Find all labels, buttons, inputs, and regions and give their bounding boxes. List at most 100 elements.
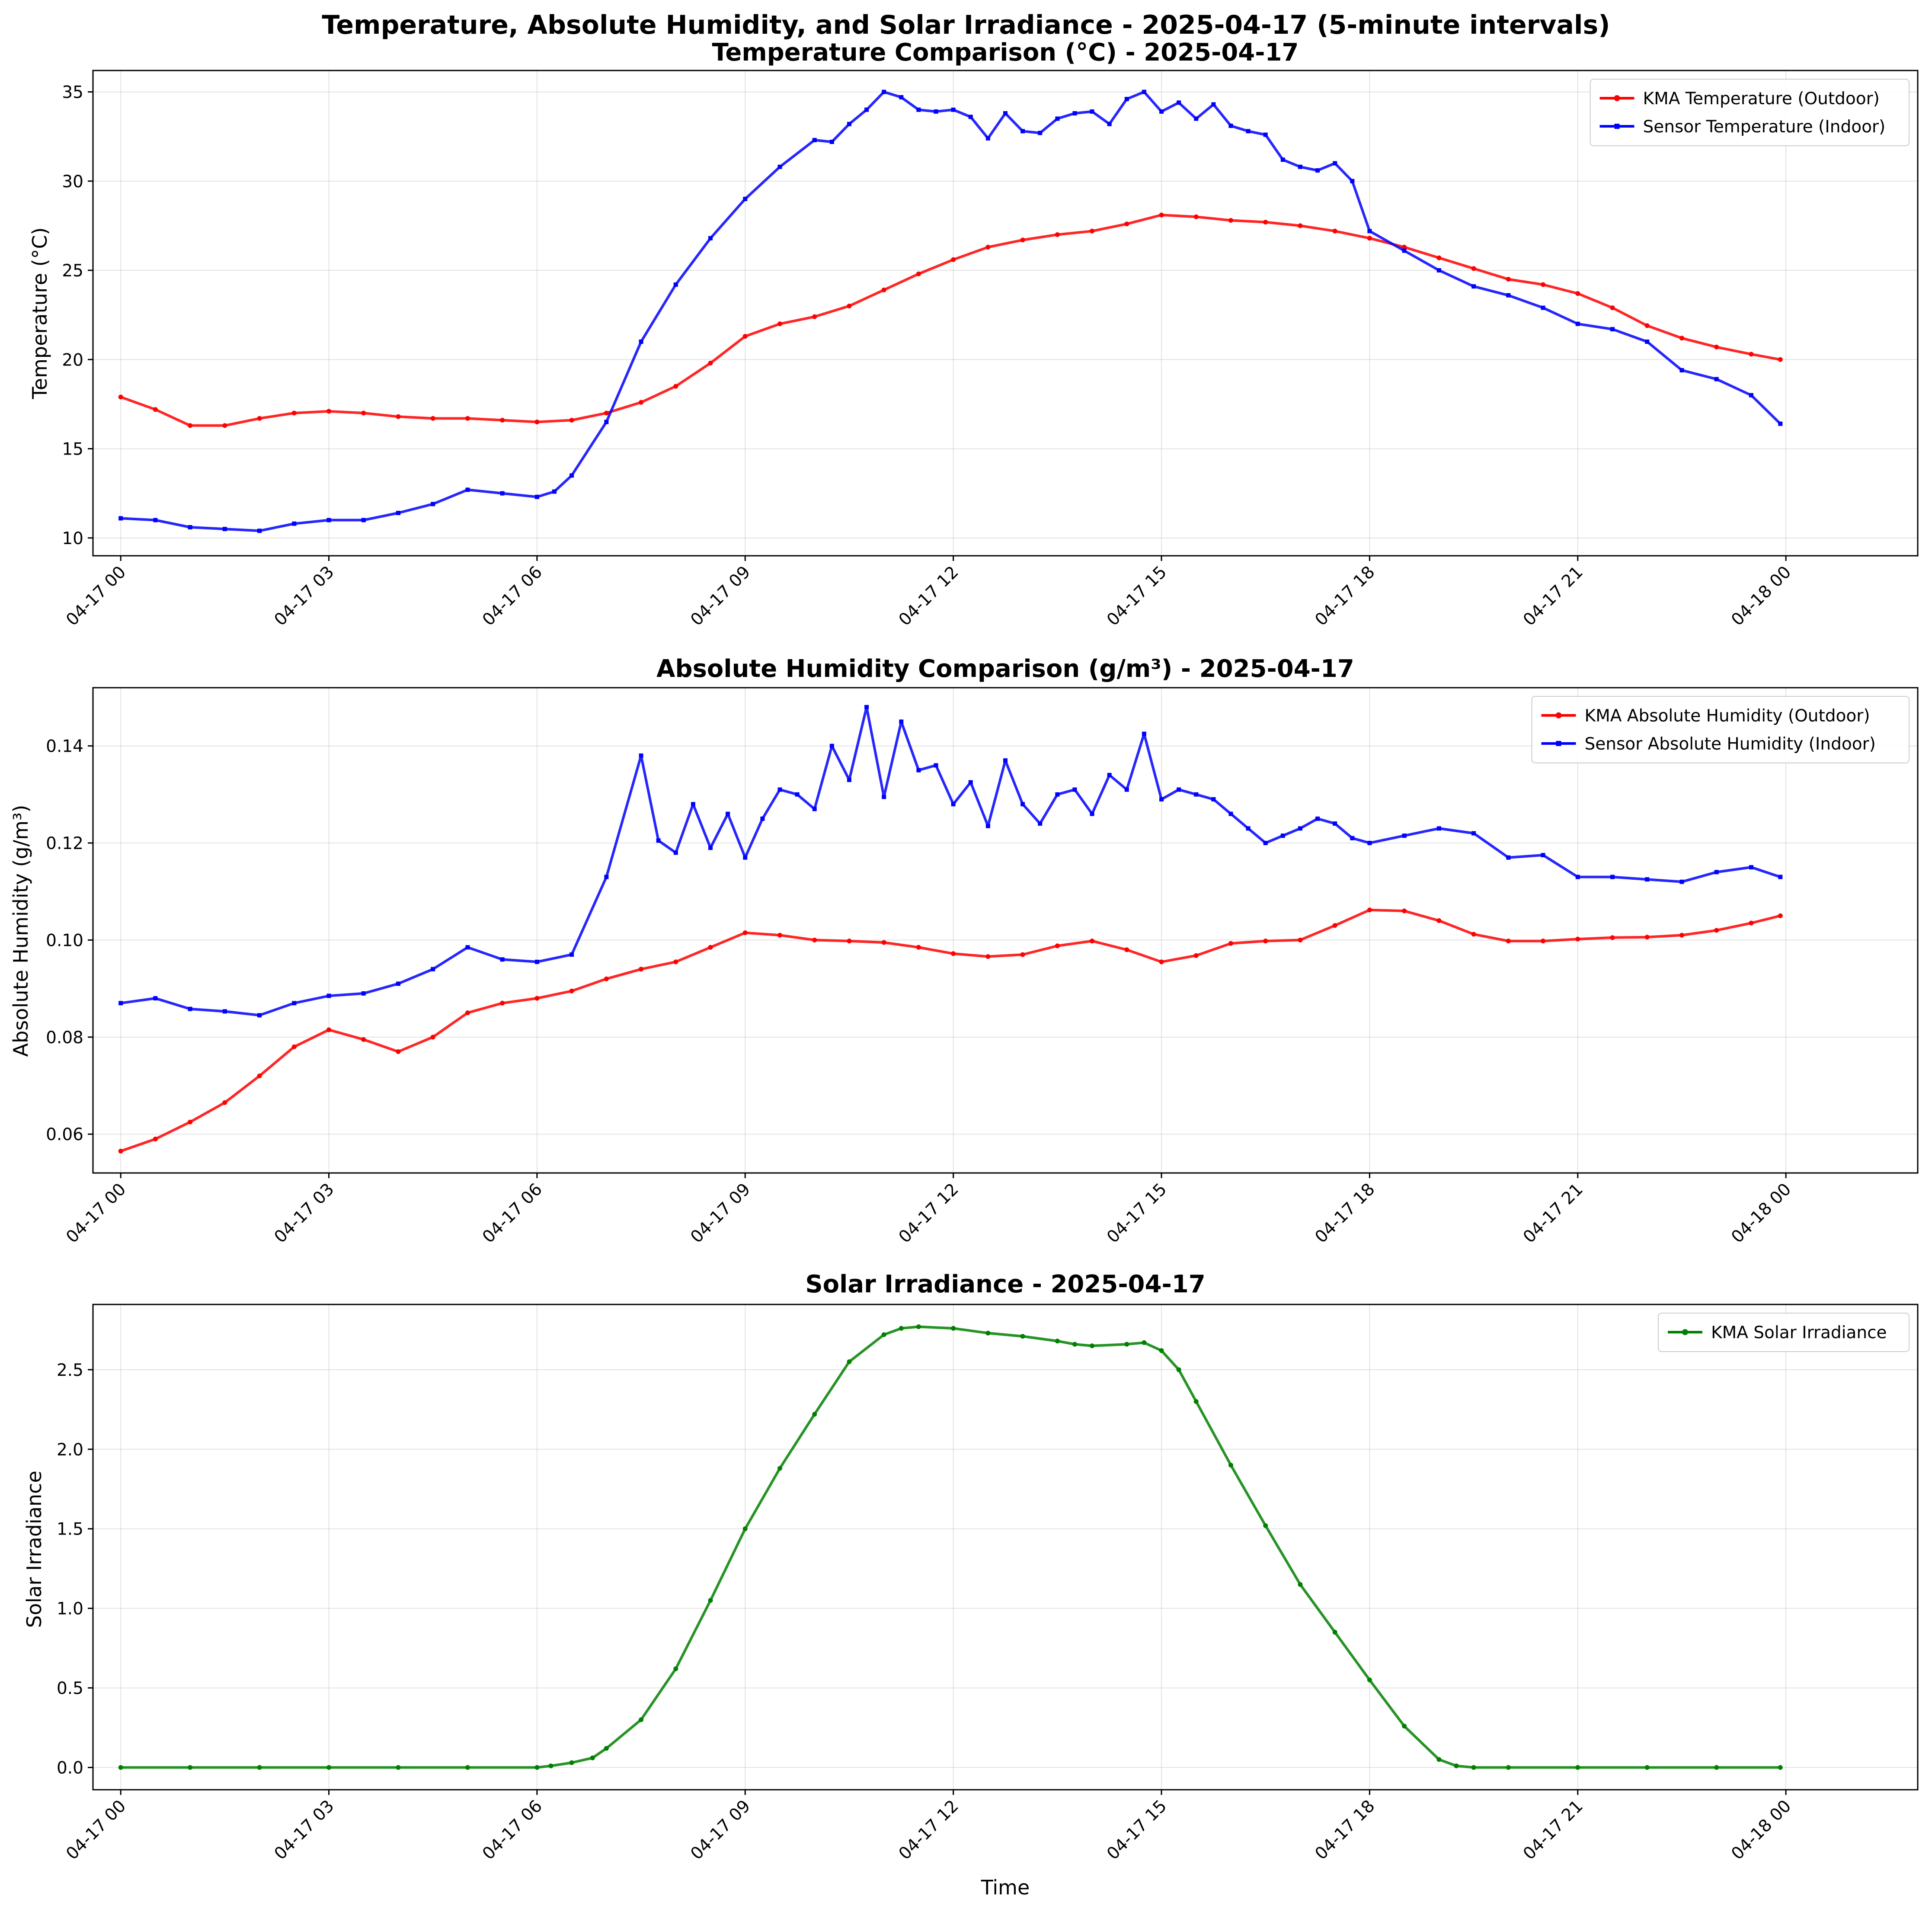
data-point [916,1324,921,1330]
data-point [1610,305,1615,311]
y-tick-label: 0.06 [46,1125,83,1144]
data-point [292,521,297,526]
data-point [1350,836,1355,840]
data-point [396,1049,401,1054]
data-point [1124,947,1129,952]
data-point [985,824,990,828]
plot-frame [92,687,1919,1174]
data-point [222,527,227,532]
data-point [569,988,574,993]
data-point [1263,841,1268,846]
x-tick-label: 04-17 09 [687,1796,755,1864]
data-point [1506,1765,1511,1770]
data-point [188,1006,192,1011]
humidity-panel: Absolute Humidity Comparison (g/m³) - 20… [9,655,1919,1247]
data-point [465,945,470,950]
data-point [812,138,817,142]
series-1 [118,90,1783,533]
data-point [639,340,643,344]
x-tick-label: 04-18 00 [1727,1179,1795,1247]
y-tick-label: 0.5 [57,1679,83,1698]
data-point [326,518,331,522]
legend-box [1531,696,1910,763]
data-point [257,1073,262,1079]
data-point [1506,939,1511,944]
y-tick-label: 2.5 [57,1361,83,1380]
data-point [1246,129,1251,134]
data-point [1090,228,1095,234]
data-point [361,518,366,522]
data-point [1679,336,1684,341]
y-tick-label: 0.08 [46,1028,83,1048]
data-point [1778,421,1783,426]
data-point [604,420,609,424]
data-point [1367,841,1372,846]
data-point [1541,282,1546,287]
data-point [1402,1724,1407,1729]
data-point [1645,340,1650,344]
data-point [656,838,661,843]
data-point [361,1037,366,1042]
x-tick-label: 04-17 15 [1103,562,1171,630]
y-tick-label: 2.0 [57,1440,83,1460]
legend-item: KMA Solar Irradiance [1668,1323,1887,1343]
data-point [1778,1765,1783,1770]
solar-y-axis-label: Solar Irradiance [22,1471,46,1628]
data-point [708,1598,713,1603]
x-tick-label: 04-17 09 [687,1179,755,1247]
data-point [708,361,713,365]
data-point [1246,826,1251,831]
legend-label: Sensor Temperature (Indoor) [1643,117,1886,137]
data-point [847,304,852,308]
x-tick-label: 04-17 21 [1519,562,1587,630]
data-point [188,1765,193,1770]
y-tick-label: 0.0 [57,1758,83,1778]
data-point [1055,943,1060,948]
data-point [153,407,158,412]
data-point [1610,875,1615,879]
data-point [534,494,539,499]
data-point [1124,787,1129,792]
data-point [864,705,869,709]
data-point [326,1765,332,1770]
data-point [396,981,401,986]
data-point [153,996,158,1001]
data-point [1038,131,1043,135]
data-point [742,1526,748,1532]
data-point [326,993,331,998]
data-point [1020,237,1025,243]
data-point [882,90,886,94]
data-point [1298,1582,1303,1587]
series-line [120,705,1781,1017]
data-point [1055,232,1060,237]
data-point [1055,1339,1060,1344]
temperature-plot-area: 10 15 20 25 30 35 04-17 00 04-17 03 04-17 06 04-1… [62,70,1919,630]
data-point [1228,1463,1233,1468]
series-line [121,90,1782,532]
data-point [829,140,834,144]
data-point [742,334,748,339]
data-point [1714,870,1719,875]
y-tick-label: 15 [62,440,83,459]
data-point [1228,811,1233,816]
y-tick-label: 1.0 [57,1599,83,1619]
data-point [1193,953,1199,958]
data-point [1194,116,1199,121]
data-point [882,795,886,799]
humidity-plot-area: 0.06 0.08 0.10 0.12 0.14 04-17 00 04-17 03 04-1… [46,687,1919,1247]
data-point [864,107,869,112]
data-point [899,1326,904,1331]
data-point [118,1765,123,1770]
data-point [1645,877,1650,882]
data-point [257,529,262,533]
x-tick-label: 04-18 00 [1727,562,1795,630]
x-tick-label: 04-17 12 [895,562,963,630]
data-point [1159,797,1164,802]
data-point [1749,352,1754,357]
data-point [1211,102,1216,107]
data-point [847,939,852,944]
data-point [1263,1523,1268,1528]
data-point [1714,928,1719,933]
data-point [1159,212,1164,218]
